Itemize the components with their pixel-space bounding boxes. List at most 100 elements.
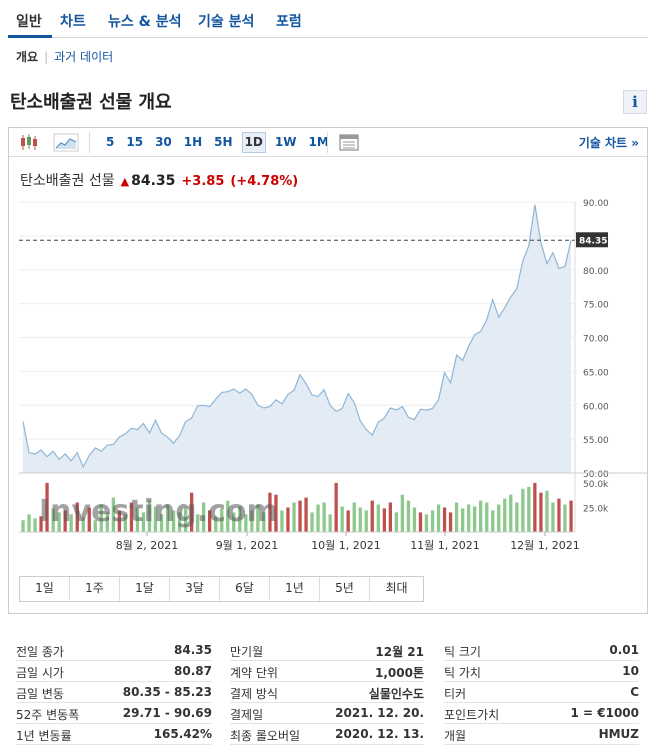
volume-bar bbox=[45, 482, 49, 532]
stat-value: 2021. 12. 20. bbox=[335, 706, 424, 720]
stat-row: 1년 변동률 165.42% bbox=[16, 724, 212, 745]
volume-bar bbox=[262, 512, 266, 532]
volume-bar bbox=[177, 512, 182, 532]
stat-value: 2020. 12. 13. bbox=[335, 727, 424, 741]
volume-bar bbox=[250, 510, 254, 532]
volume-bar bbox=[418, 512, 423, 532]
volume-bar bbox=[551, 502, 555, 532]
volume-bar bbox=[569, 500, 573, 532]
stat-label: 1년 변동률 bbox=[16, 729, 72, 743]
volume-bar bbox=[165, 504, 170, 532]
volume-bar bbox=[515, 502, 519, 532]
volume-bar bbox=[51, 508, 55, 532]
area-chart-icon[interactable] bbox=[53, 132, 79, 153]
interval-1d[interactable]: 1D bbox=[241, 132, 266, 153]
volume-bar bbox=[521, 488, 525, 532]
volume-bar bbox=[21, 520, 25, 532]
y-tick-label: 80.00 bbox=[583, 267, 609, 277]
stat-label: 티커 bbox=[444, 687, 467, 701]
chart-toolbar: 5 15 30 1H 5H 1D 1W 1M 기술 차트 » bbox=[9, 128, 647, 157]
volume-bar bbox=[388, 502, 392, 532]
tab-chart[interactable]: 차트 bbox=[60, 14, 86, 30]
interval-1h[interactable]: 1H bbox=[183, 135, 203, 149]
interval-5min[interactable]: 5 bbox=[106, 135, 115, 149]
interval-15min[interactable]: 15 bbox=[126, 135, 144, 149]
stat-label: 틱 가치 bbox=[444, 666, 481, 680]
range-3m[interactable]: 3달 bbox=[170, 577, 220, 601]
volume-bar bbox=[159, 514, 164, 532]
stat-label: 금일 시가 bbox=[16, 666, 64, 680]
stat-row: 결제일 2021. 12. 20. bbox=[230, 703, 424, 724]
volume-bar bbox=[69, 514, 73, 532]
volume-bar bbox=[208, 510, 212, 532]
volume-tick-label: 50.0k bbox=[583, 480, 609, 490]
interval-5h[interactable]: 5H bbox=[214, 135, 233, 149]
stat-label: 최종 롤오버일 bbox=[230, 729, 301, 743]
volume-bar bbox=[430, 510, 435, 532]
x-tick-label: 9월 1, 2021 bbox=[216, 539, 279, 552]
quote-name: 탄소배출권 선물 bbox=[20, 173, 115, 189]
range-1d[interactable]: 1일 bbox=[20, 577, 70, 601]
volume-bar bbox=[111, 497, 115, 532]
volume-bar bbox=[503, 498, 507, 532]
volume-bar bbox=[141, 512, 146, 532]
volume-bar bbox=[448, 512, 453, 532]
volume-bar bbox=[99, 504, 103, 532]
tab-news-analysis[interactable]: 뉴스 & 분석 bbox=[108, 14, 182, 30]
stat-label: 52주 변동폭 bbox=[16, 708, 80, 722]
stat-value: C bbox=[630, 685, 639, 699]
volume-bar bbox=[117, 510, 121, 532]
stat-label: 결제일 bbox=[230, 708, 264, 722]
volume-bar bbox=[274, 494, 278, 532]
tab-general[interactable]: 일반 bbox=[16, 14, 42, 30]
volume-bar bbox=[184, 507, 188, 532]
price-line bbox=[22, 204, 572, 469]
interval-30min[interactable]: 30 bbox=[155, 135, 172, 149]
candlestick-icon[interactable] bbox=[17, 132, 41, 153]
volume-bar bbox=[292, 502, 296, 532]
stat-row: 52주 변동폭 29.71 - 90.69 bbox=[16, 703, 212, 724]
quote-change-percent: (+4.78%) bbox=[230, 174, 299, 189]
stat-row: 개월 HMUZ bbox=[444, 724, 639, 745]
stat-row: 금일 시가 80.87 bbox=[16, 661, 212, 682]
volume-bar bbox=[87, 507, 91, 532]
stat-value: 0.01 bbox=[609, 643, 639, 657]
volume-bar bbox=[256, 504, 260, 532]
volume-bar bbox=[316, 504, 320, 532]
watermark-logo: Investing.com bbox=[39, 494, 278, 529]
tab-forum[interactable]: 포럼 bbox=[276, 14, 302, 30]
stat-row: 티커 C bbox=[444, 682, 639, 703]
range-max[interactable]: 최대 bbox=[370, 577, 423, 601]
up-arrow-icon: ▲ bbox=[120, 175, 130, 188]
volume-bar bbox=[461, 508, 465, 532]
volume-bar bbox=[298, 500, 302, 532]
stat-value: 84.35 bbox=[174, 643, 212, 657]
price-chart[interactable]: 90.0085.0080.0075.0070.0065.0060.0055.00… bbox=[9, 128, 647, 568]
volume-bar bbox=[27, 514, 31, 532]
interval-1m[interactable]: 1M bbox=[308, 135, 329, 149]
volume-bar bbox=[81, 517, 85, 532]
range-5y[interactable]: 5년 bbox=[320, 577, 370, 601]
range-selector: 1일 1주 1달 3달 6달 1년 5년 최대 bbox=[19, 576, 424, 602]
range-1y[interactable]: 1년 bbox=[270, 577, 320, 601]
stat-value: 165.42% bbox=[153, 727, 212, 741]
range-1m[interactable]: 1달 bbox=[120, 577, 170, 601]
stat-label: 개월 bbox=[444, 729, 467, 743]
range-6m[interactable]: 6달 bbox=[220, 577, 270, 601]
table-view-icon[interactable] bbox=[337, 132, 361, 153]
interval-1w[interactable]: 1W bbox=[274, 135, 297, 149]
volume-bar bbox=[220, 508, 224, 532]
range-1w[interactable]: 1주 bbox=[70, 577, 120, 601]
volume-bar bbox=[202, 502, 206, 532]
subnav-overview[interactable]: 개요 bbox=[16, 50, 39, 64]
volume-bar bbox=[527, 486, 531, 532]
volume-bar bbox=[214, 516, 218, 532]
volume-tick-label: 25.0k bbox=[583, 504, 609, 514]
subnav-historical-data[interactable]: 과거 데이터 bbox=[54, 50, 114, 64]
info-icon[interactable]: i bbox=[623, 90, 647, 114]
volume-bar bbox=[334, 482, 338, 532]
stat-row: 틱 가치 10 bbox=[444, 661, 639, 682]
tab-technical-analysis[interactable]: 기술 분석 bbox=[198, 14, 255, 30]
technical-chart-link[interactable]: 기술 차트 » bbox=[578, 136, 639, 150]
x-tick-label: 10월 1, 2021 bbox=[311, 539, 381, 552]
